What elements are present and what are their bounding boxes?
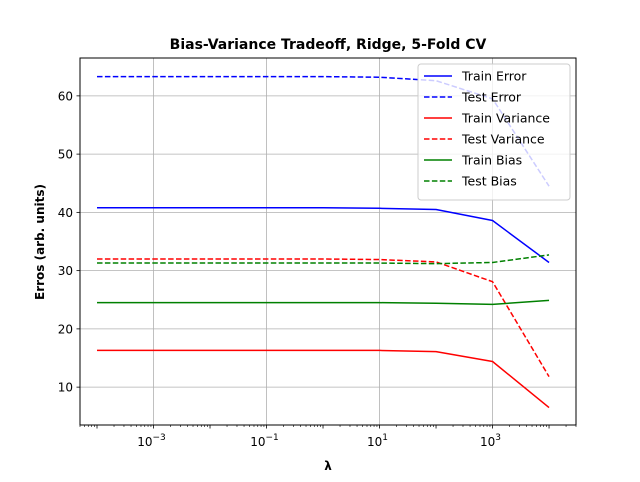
legend-box	[417, 63, 571, 201]
legend-label: Train Error	[461, 69, 527, 84]
chart-title: Bias-Variance Tradeoff, Ridge, 5-Fold CV	[170, 37, 487, 53]
y-tick-label: 40	[58, 206, 73, 220]
legend-label: Train Variance	[461, 111, 550, 126]
grid-layer	[80, 58, 576, 425]
legend-label: Test Bias	[461, 174, 517, 189]
series-line-test-variance	[97, 258, 550, 378]
tick-layer: 10 20 30 40 50 60 10−3 10−1 101 103	[58, 89, 577, 449]
series-layer	[97, 75, 550, 409]
legend-label: Train Bias	[461, 153, 522, 168]
legend-label: Test Error	[461, 90, 522, 105]
y-axis-label: Erros (arb. units)	[33, 184, 47, 300]
y-tick-label: 20	[58, 322, 73, 336]
x-tick-label: 101	[367, 433, 388, 449]
x-tick-label: 103	[480, 433, 501, 449]
x-tick-label: 10−1	[250, 433, 279, 449]
series-line-test-bias	[97, 254, 550, 265]
y-tick-label: 30	[58, 264, 73, 278]
legend-label: Test Variance	[461, 132, 545, 147]
x-axis-label: λ	[324, 459, 332, 473]
series-line-test-error	[97, 75, 550, 187]
series-line-train-bias	[97, 299, 550, 306]
y-tick-label: 60	[58, 89, 73, 103]
series-line-train-error	[97, 206, 550, 264]
x-tick-label: 10−3	[137, 433, 166, 449]
y-tick-label: 50	[58, 148, 73, 162]
series-line-train-variance	[97, 349, 550, 409]
y-tick-label: 10	[58, 381, 73, 395]
plot-frame	[79, 57, 577, 426]
legend: Train Error Test Error Train Variance Test …	[417, 63, 571, 201]
